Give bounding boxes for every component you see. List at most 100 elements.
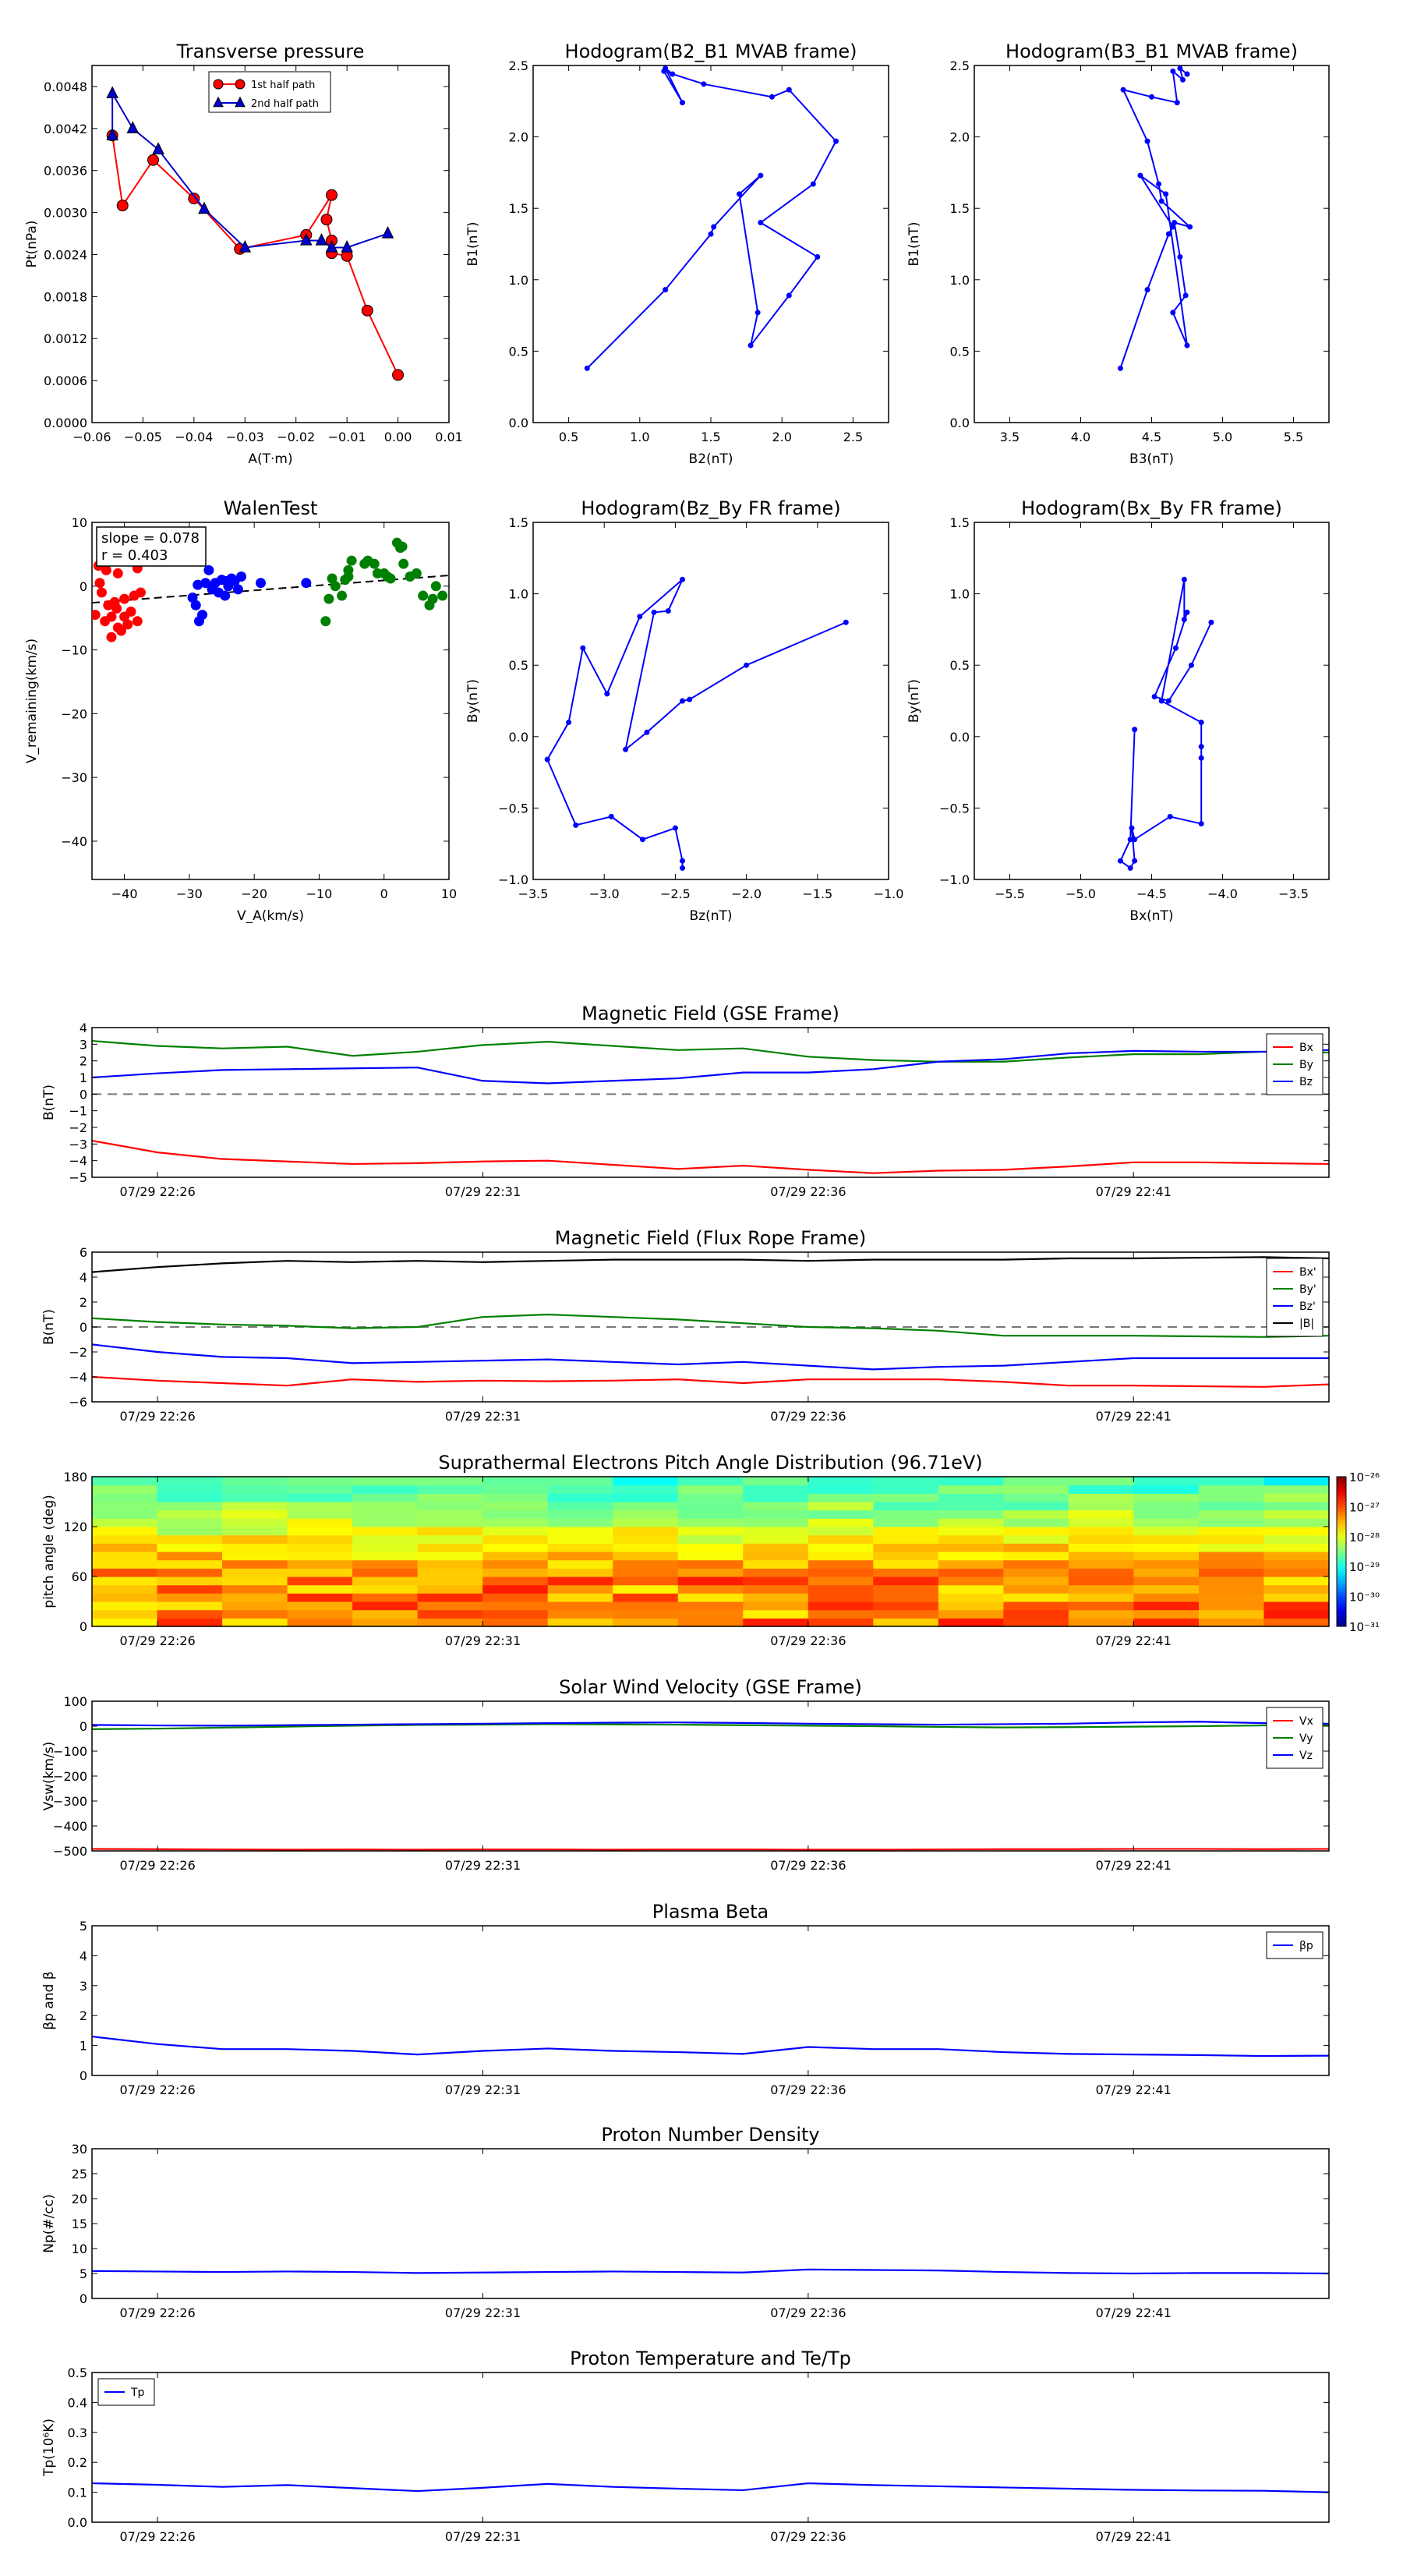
np-ytick-label: 30	[72, 2142, 87, 2157]
np-xtick-label: 07/29 22:26	[119, 2305, 195, 2320]
pad-cell	[157, 1552, 223, 1561]
tp-ylabel: Tp(10⁶K)	[41, 2419, 57, 2477]
pad-cell	[287, 1552, 353, 1561]
h2-xtick-label: 4.0	[1071, 430, 1090, 444]
pad-cell	[417, 1593, 483, 1602]
pad-xtick-label: 07/29 22:26	[119, 1633, 195, 1648]
h4-xtick-label: −4.0	[1207, 886, 1238, 901]
beta-series-0-line	[92, 2035, 1329, 2058]
pad-cell	[1068, 1493, 1135, 1502]
pt-ytick-label: 0.0042	[44, 122, 87, 136]
h2-ytick-label: 2.0	[950, 130, 970, 145]
walen-series-0-point	[132, 616, 143, 627]
h4-series-0-point	[1198, 821, 1204, 827]
h2-series-0-point	[1170, 310, 1176, 316]
pt-series-0-point	[392, 369, 405, 381]
walen-series-1-point	[193, 579, 203, 590]
h3-series-0-point	[680, 576, 686, 582]
vsw-xtick-label: 07/29 22:31	[445, 1858, 521, 1873]
pad-cell	[92, 1502, 158, 1511]
pad-cell	[1003, 1534, 1069, 1544]
pad-cell	[92, 1493, 158, 1502]
h4-ytick-label: 1.5	[950, 515, 970, 530]
h3-series-0-point	[687, 696, 693, 702]
pad-cell	[1133, 1518, 1200, 1527]
pad-cell	[222, 1559, 288, 1569]
pad-cell	[482, 1502, 549, 1511]
pad-cell	[417, 1509, 483, 1519]
h3-series-0-point	[665, 608, 671, 614]
pad-colorbar	[1336, 1476, 1347, 1627]
pad-colorbar-label: 10⁻³¹	[1349, 1620, 1380, 1634]
pad-cell	[482, 1493, 549, 1502]
pad-cell	[613, 1576, 679, 1586]
pad-cell	[743, 1509, 809, 1519]
vsw-title: Solar Wind Velocity (GSE Frame)	[559, 1676, 862, 1698]
h1-xtick-label: 0.5	[559, 430, 578, 444]
tp-ytick-label: 0.0	[68, 2515, 87, 2530]
pad-cell	[1003, 1477, 1069, 1486]
pad-cell	[938, 1552, 1004, 1561]
pad-cell	[157, 1593, 223, 1602]
pad-cell	[808, 1484, 874, 1494]
pad-cell	[1068, 1543, 1135, 1552]
h3-ytick-label: 1.0	[509, 587, 528, 602]
bfr-legend-label: |B|	[1299, 1318, 1314, 1330]
pad-cell	[1003, 1559, 1069, 1569]
pad-cell	[743, 1534, 809, 1544]
h1-series-0-point	[584, 365, 590, 371]
h3-series-0-point	[651, 609, 657, 615]
pad-cell	[677, 1559, 744, 1569]
bgse-legend	[1266, 1033, 1323, 1095]
pt-xtick-label: 0.01	[435, 430, 463, 444]
pad-cell	[1263, 1527, 1330, 1536]
pad-cell	[1133, 1576, 1200, 1586]
pad-cell	[743, 1576, 809, 1586]
pt-ytick-label: 0.0036	[44, 164, 87, 179]
pad-cell	[1068, 1559, 1135, 1569]
pad-cell	[92, 1509, 158, 1519]
pad-cell	[547, 1568, 613, 1577]
bgse-legend-label: By	[1299, 1059, 1313, 1071]
pad-cell	[417, 1568, 483, 1577]
h4-series-0-point	[1158, 698, 1164, 704]
pad-cell	[547, 1593, 613, 1602]
pad-cell	[547, 1576, 613, 1586]
h2-xtick-label: 4.5	[1142, 430, 1161, 444]
pad-cell	[808, 1593, 874, 1602]
h2-series-0-point	[1184, 71, 1190, 77]
bgse-ytick-label: 2	[80, 1054, 87, 1069]
h2-series-0-point	[1170, 224, 1176, 230]
h4-series-0-point	[1208, 619, 1214, 625]
pad-cell	[1068, 1576, 1135, 1586]
pad-cell	[417, 1493, 483, 1502]
pad-cell	[1133, 1568, 1200, 1577]
pad-cell	[1263, 1509, 1330, 1519]
h4-series-0-point	[1184, 609, 1190, 615]
beta-ytick-label: 1	[80, 2039, 87, 2054]
pt-xtick-label: −0.01	[328, 430, 366, 444]
pad-cell	[808, 1502, 874, 1511]
pad-cell	[808, 1527, 874, 1536]
pad-cell	[613, 1502, 679, 1511]
beta-ytick-label: 4	[80, 1948, 87, 1963]
pt-series-0-point	[320, 214, 333, 226]
bfr-series-3-line	[92, 1256, 1329, 1273]
bfr-ytick-label: 4	[80, 1270, 87, 1285]
pad-cell	[743, 1593, 809, 1602]
pad-cell	[1263, 1534, 1330, 1544]
bgse-ytick-label: 0	[80, 1087, 87, 1102]
pad-cell	[938, 1534, 1004, 1544]
pad-cell	[1133, 1543, 1200, 1552]
walen-title: WalenTest	[224, 497, 318, 519]
pt-ytick-label: 0.0012	[44, 331, 87, 346]
pad-cell	[222, 1527, 288, 1536]
walen-xtick-label: 10	[441, 886, 457, 901]
pad-cell	[873, 1568, 939, 1577]
pad-cell	[743, 1484, 809, 1494]
h2-ytick-label: 2.5	[950, 58, 970, 73]
bfr-panel: Magnetic Field (Flux Rope Frame) −6 −4 −2 0 2…	[41, 1227, 1330, 1424]
h4-series-0-point	[1127, 865, 1133, 871]
walen-annotation: r = 0.403	[101, 547, 168, 564]
h2-series-0-point	[1182, 292, 1189, 299]
